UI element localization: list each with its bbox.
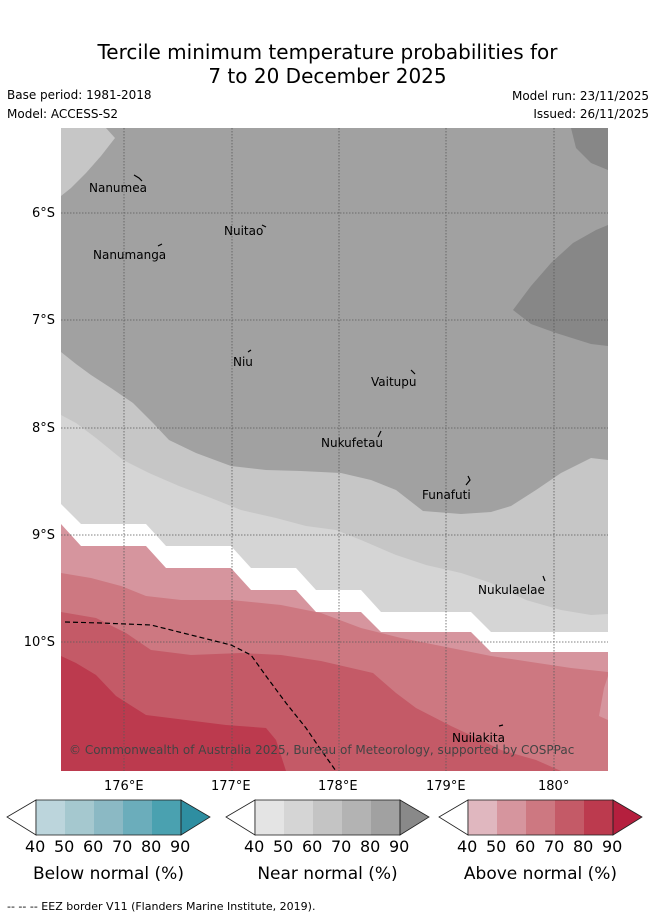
model-name: Model: ACCESS-S2 — [7, 107, 119, 121]
colorbar-segment — [399, 799, 430, 836]
place-label: Nukufetau — [321, 436, 384, 450]
legend-tick: 60 — [302, 837, 323, 856]
lon-tick-176e: 176°E — [104, 779, 144, 794]
legend-tick: 50 — [54, 837, 75, 856]
title-line-2: 7 to 20 December 2025 — [208, 64, 447, 88]
legend-tick: 40 — [25, 837, 46, 856]
legend-tick: 90 — [602, 837, 623, 856]
colorbar-segment — [123, 800, 152, 835]
legend-tick: 60 — [83, 837, 104, 856]
colorbar-segment — [152, 800, 181, 835]
colorbar-segment — [555, 800, 584, 835]
colorbar-segment — [94, 800, 123, 835]
model-run: Model run: 23/11/2025 — [511, 89, 649, 103]
probability-map: Nanumea Nuitao Nanumanga Niu Vaitupu Nuk… — [61, 128, 608, 771]
legend-tick: 70 — [331, 837, 352, 856]
legend-title-near: Near normal (%) — [257, 864, 398, 884]
legend-tick: 80 — [360, 837, 381, 856]
legend-tick: 40 — [244, 837, 265, 856]
legend-tick: 70 — [544, 837, 565, 856]
colorbar-segment — [497, 800, 526, 835]
colorbar-segment — [255, 800, 284, 835]
lat-tick-10s: 10°S — [23, 635, 55, 650]
legend-tick: 90 — [170, 837, 191, 856]
title-line-1: Tercile minimum temperature probabilitie… — [97, 40, 558, 64]
colorbar-segment — [584, 800, 613, 835]
lon-tick-180: 180° — [538, 779, 570, 794]
eez-footnote: -- -- -- EEZ border V11 (Flanders Marine… — [7, 900, 316, 913]
legend-tick: 70 — [112, 837, 133, 856]
colorbar-segment — [526, 800, 555, 835]
colorbar-segment — [6, 799, 37, 836]
place-label: Nanumea — [89, 181, 147, 195]
colorbar-segment — [36, 800, 65, 835]
base-period: Base period: 1981-2018 — [7, 88, 152, 102]
legend-tick: 50 — [273, 837, 294, 856]
legend-tick: 60 — [515, 837, 536, 856]
legend-title-below: Below normal (%) — [33, 864, 184, 884]
legend-above-normal — [438, 799, 643, 841]
map-title: Tercile minimum temperature probabilitie… — [0, 40, 655, 88]
legend-near-normal — [225, 799, 430, 841]
above-normal-50-patch — [599, 676, 608, 720]
legend-tick: 50 — [486, 837, 507, 856]
place-label: Nuitao — [224, 224, 264, 238]
colorbar-segment — [438, 799, 469, 836]
island-outlines — [133, 174, 546, 727]
colorbar-below — [6, 799, 211, 836]
colorbar-segment — [180, 799, 211, 836]
colorbar-above — [438, 799, 643, 836]
colorbar-segment — [342, 800, 371, 835]
lon-tick-177e: 177°E — [211, 779, 251, 794]
legend-below-normal — [6, 799, 211, 841]
near-normal-80-east — [513, 225, 608, 346]
issued-date: Issued: 26/11/2025 — [533, 107, 649, 121]
attribution-text: © Commonwealth of Australia 2025, Bureau… — [69, 743, 575, 757]
place-label: Funafuti — [422, 488, 471, 502]
colorbar-segment — [225, 799, 256, 836]
legend-title-above: Above normal (%) — [463, 864, 618, 884]
colorbar-segment — [313, 800, 342, 835]
legend-tick: 40 — [457, 837, 478, 856]
legend-tick: 80 — [573, 837, 594, 856]
lat-tick-6s: 6°S — [31, 206, 55, 221]
place-label: Nanumanga — [93, 248, 167, 262]
colorbar-segment — [65, 800, 94, 835]
place-label: Vaitupu — [371, 375, 417, 389]
eez-border-line — [64, 621, 337, 771]
lon-tick-178e: 178°E — [318, 779, 358, 794]
place-label: Nukulaelae — [478, 583, 545, 597]
lat-tick-9s: 9°S — [31, 528, 55, 543]
graticule — [61, 128, 608, 771]
colorbar-segment — [371, 800, 400, 835]
lat-tick-7s: 7°S — [31, 313, 55, 328]
near-normal-80-corner — [571, 128, 608, 170]
colorbar-segment — [612, 799, 643, 836]
legend-tick: 80 — [141, 837, 162, 856]
place-label: Niu — [233, 355, 253, 369]
above-normal-80-region — [61, 656, 286, 771]
place-label: Nuilakita — [452, 731, 505, 745]
colorbar-near — [225, 799, 430, 836]
lon-tick-179e: 179°E — [426, 779, 466, 794]
legend-tick: 90 — [389, 837, 410, 856]
colorbar-segment — [468, 800, 497, 835]
lat-tick-8s: 8°S — [31, 421, 55, 436]
near-normal-50-corner — [61, 128, 115, 196]
colorbar-segment — [284, 800, 313, 835]
